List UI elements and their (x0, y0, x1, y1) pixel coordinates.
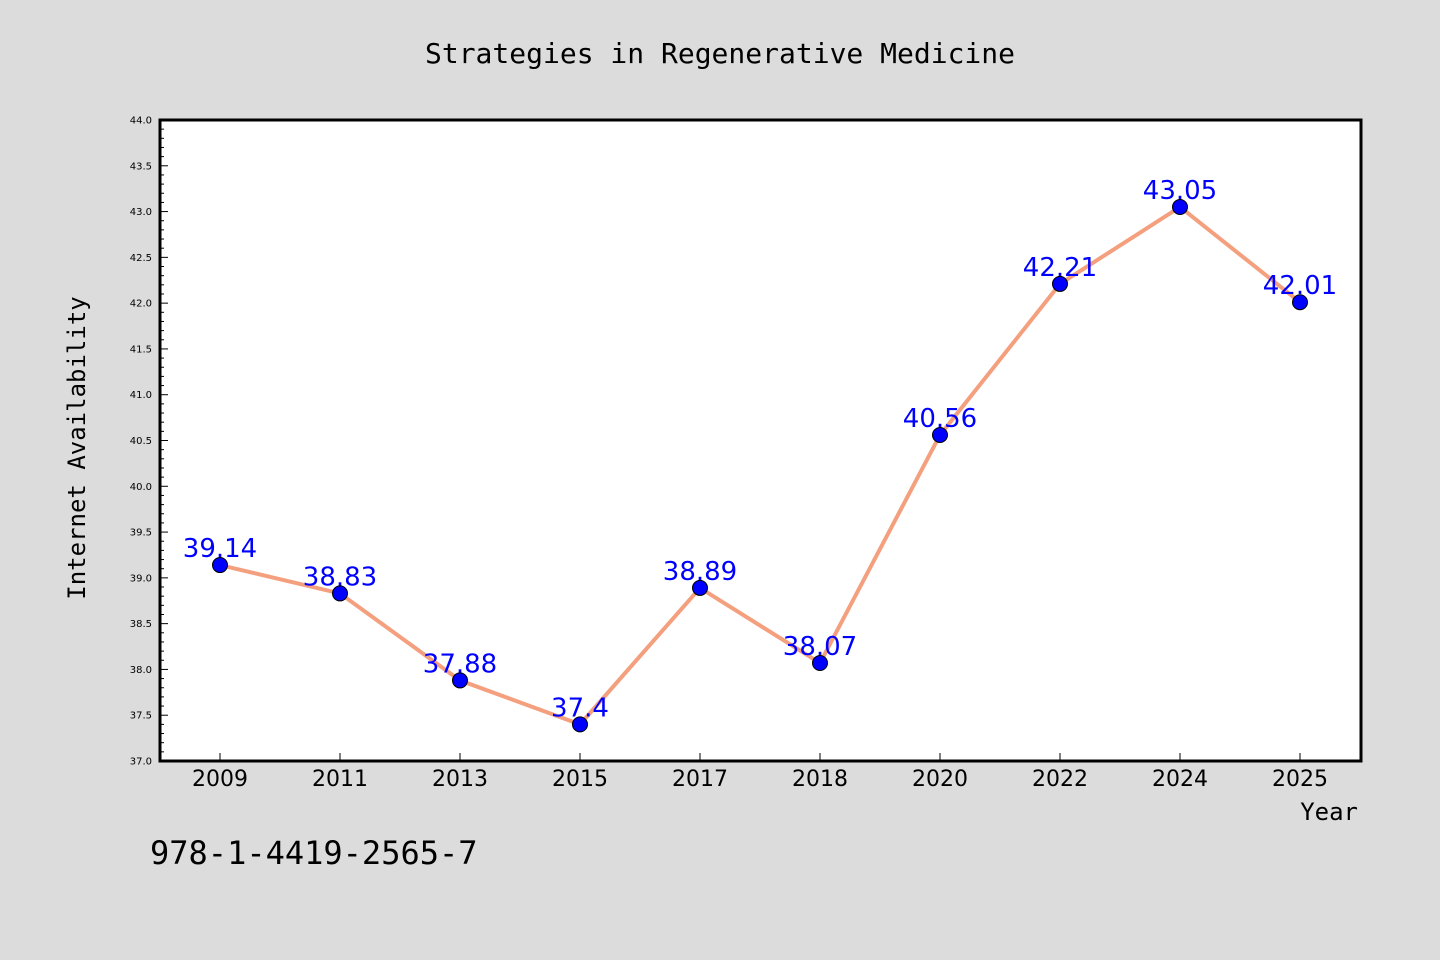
data-point (1292, 294, 1308, 311)
y-tick-label: 37.0 (130, 757, 152, 768)
y-tick-label: 39.0 (130, 573, 152, 584)
data-point (212, 557, 228, 574)
data-point (1052, 275, 1068, 292)
data-point (932, 427, 948, 444)
y-tick-label: 41.5 (130, 344, 152, 355)
y-tick-label: 40.5 (130, 436, 152, 447)
x-tick-label: 2024 (1152, 767, 1208, 792)
x-tick-label: 2018 (792, 767, 848, 792)
y-tick-label: 39.5 (130, 528, 152, 539)
x-axis: 2009 2011 2013 2015 2017 2018 2020 2022 2024 2025 (192, 753, 1328, 792)
chart-title: Strategies in Regenerative Medicine (425, 37, 1015, 70)
y-axis-label: Internet Availability (63, 296, 91, 599)
x-axis-label: Year (1300, 798, 1358, 826)
y-tick-label: 43.5 (130, 161, 152, 172)
y-tick-label: 40.0 (130, 482, 152, 493)
x-tick-label: 2020 (912, 767, 968, 792)
x-tick-label: 2015 (552, 767, 608, 792)
data-labels: 39.14 38.83 37.88 37.4 38.89 38.07 40.56 42.21 4… (183, 176, 1337, 723)
series-line (219, 204, 1302, 727)
x-tick-label: 2022 (1032, 767, 1088, 792)
footer-isbn: 978-1-4419-2565-7 (150, 834, 478, 872)
data-point (812, 655, 828, 672)
x-tick-label: 2025 (1272, 767, 1328, 792)
y-tick-label: 38.5 (130, 619, 152, 630)
data-point (332, 585, 348, 602)
plot-area (158, 118, 1363, 763)
y-axis: 37.0 37.5 38.0 38.5 39.0 39.5 40.0 40.5 41.0 41.5… (130, 116, 168, 768)
data-label: 42.21 (1023, 253, 1097, 283)
x-tick-label: 2017 (672, 767, 728, 792)
y-tick-label: 41.0 (130, 390, 152, 401)
data-label: 37.88 (423, 649, 497, 679)
y-tick-label: 42.5 (130, 253, 152, 264)
y-tick-label: 37.5 (130, 711, 152, 722)
y-tick-label: 42.0 (130, 299, 152, 310)
data-point (1172, 198, 1188, 215)
data-label: 38.83 (303, 562, 377, 592)
data-label: 43.05 (1143, 176, 1217, 206)
y-tick-label: 43.0 (130, 207, 152, 218)
x-tick-label: 2011 (312, 767, 368, 792)
data-label: 39.14 (183, 534, 257, 564)
data-label: 37.4 (551, 693, 609, 723)
data-label: 38.89 (663, 557, 737, 587)
data-point (452, 672, 468, 689)
y-tick-label: 44.0 (130, 116, 152, 127)
data-label: 40.56 (903, 404, 977, 434)
data-point (572, 716, 588, 733)
series-markers (212, 198, 1308, 733)
x-tick-label: 2009 (192, 767, 248, 792)
data-label: 38.07 (783, 632, 857, 662)
x-tick-label: 2013 (432, 767, 488, 792)
data-label: 42.01 (1263, 271, 1337, 301)
data-point (692, 579, 708, 596)
y-tick-label: 38.0 (130, 665, 152, 676)
